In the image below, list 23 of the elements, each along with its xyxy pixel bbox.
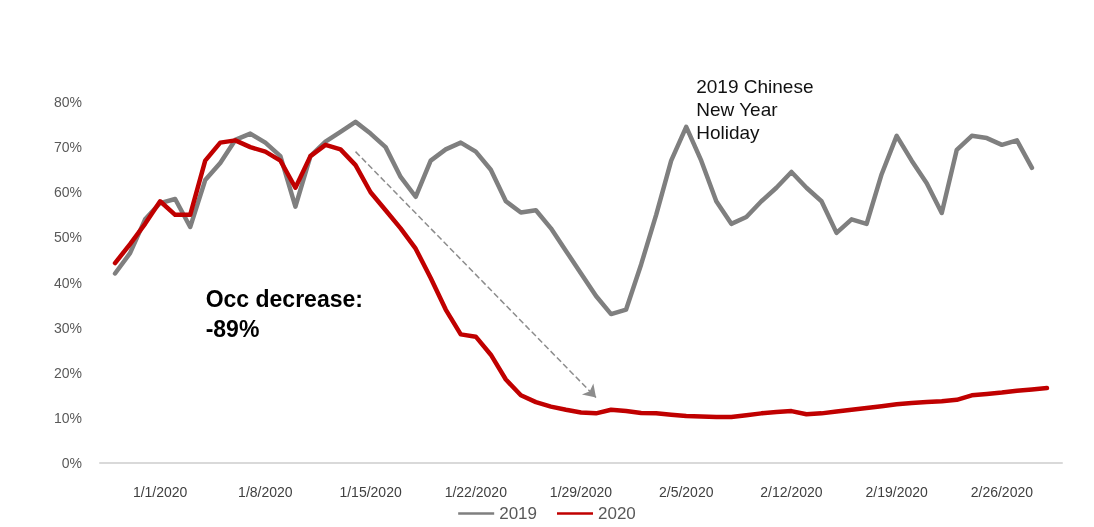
y-tick-label: 20% — [53, 364, 82, 381]
y-tick-label: 40% — [53, 274, 82, 291]
x-tick-label: 1/29/2020 — [549, 484, 613, 500]
x-tick-label: 1/8/2020 — [238, 484, 293, 500]
x-tick-label: 1/1/2020 — [132, 484, 188, 500]
x-tick-label: 2/26/2020 — [970, 484, 1034, 500]
y-tick-label: 30% — [53, 319, 82, 336]
x-tick-label: 1/15/2020 — [339, 484, 402, 500]
line-series — [112, 119, 1035, 317]
y-tick-label: 10% — [53, 409, 82, 426]
legend-label: 2019 — [499, 504, 538, 523]
y-tick-label: 50% — [53, 229, 82, 246]
x-tick-label: 2/12/2020 — [760, 484, 823, 500]
x-tick-label: 2/19/2020 — [865, 484, 928, 500]
x-tick-label: 2/5/2020 — [658, 484, 714, 500]
legend-label: 2020 — [598, 504, 636, 523]
annotation: Occ decrease: -89% — [205, 286, 363, 343]
y-tick-label: 80% — [53, 94, 82, 110]
y-tick-label: 60% — [53, 184, 82, 201]
y-tick-label: 0% — [61, 455, 82, 471]
x-tick-label: 1/22/2020 — [444, 484, 508, 500]
y-tick-label: 70% — [53, 139, 82, 156]
annotation: 2019 Chinese New Year Holiday — [696, 75, 814, 143]
